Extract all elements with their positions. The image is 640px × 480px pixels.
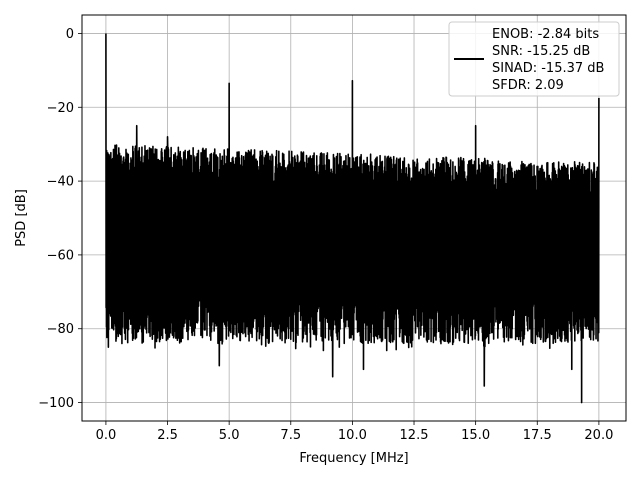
legend-box: [448, 21, 620, 97]
x-tick-label: 15.0: [461, 428, 490, 443]
x-tick-label: 17.5: [523, 428, 552, 443]
x-tick-label: 12.5: [400, 428, 429, 443]
y-tick-label: −60: [47, 248, 74, 263]
legend: ENOB: -2.84 bits SNR: -15.25 dB SINAD: -…: [448, 21, 620, 97]
y-axis-label: PSD [dB]: [14, 189, 29, 247]
y-tick-label: −20: [47, 101, 74, 116]
y-tick-label: −80: [47, 322, 74, 337]
legend-line-sfdr: SFDR: 2.09: [492, 78, 564, 93]
legend-line-enob: ENOB: -2.84 bits: [492, 27, 599, 42]
y-tick-label: −40: [47, 175, 74, 190]
x-tick-label: 2.5: [157, 428, 178, 443]
axis-ticks: 0.0 2.5 5.0 7.5 10.0 12.5 15.0 17.5 20.0 0 −20 −40 −…: [38, 27, 613, 443]
x-tick-label: 20.0: [584, 428, 613, 443]
x-tick-label: 5.0: [219, 428, 240, 443]
y-tick-label: −100: [38, 396, 74, 411]
y-tick-label: 0: [66, 27, 74, 42]
x-axis-label: Frequency [MHz]: [299, 451, 408, 466]
x-tick-label: 7.5: [280, 428, 301, 443]
x-tick-label: 0.0: [96, 428, 117, 443]
x-tick-label: 10.0: [338, 428, 367, 443]
legend-line-snr: SNR: -15.25 dB: [492, 44, 590, 59]
legend-line-sinad: SINAD: -15.37 dB: [492, 61, 604, 76]
psd-series-line: [105, 33, 600, 404]
psd-trace: [105, 33, 600, 404]
plot-frame: [81, 14, 627, 422]
